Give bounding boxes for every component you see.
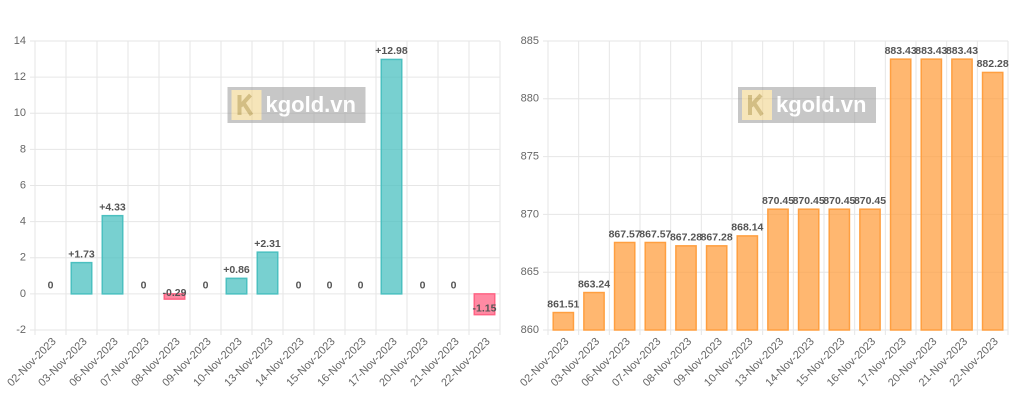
bar: [828, 208, 851, 331]
value-label: 867.57: [639, 228, 671, 240]
value-label: +0.86: [223, 264, 250, 276]
bar: [256, 251, 279, 295]
y-tick-label: 875: [521, 151, 539, 163]
bar: [644, 241, 667, 331]
value-label: 870.45: [823, 195, 855, 207]
bar: [163, 293, 186, 300]
value-label: +2.31: [254, 238, 281, 250]
bar: [675, 245, 697, 331]
value-label: 870.45: [854, 195, 886, 207]
value-label: -1.15: [473, 302, 497, 314]
bar: [859, 208, 881, 331]
value-label: +1.73: [68, 248, 95, 260]
y-tick-label: 0: [20, 288, 26, 300]
value-label: 0: [48, 280, 54, 292]
value-label: 0: [296, 280, 302, 292]
bar: [951, 58, 973, 331]
y-tick-label: 10: [14, 107, 26, 119]
value-label: 883.43: [946, 45, 978, 57]
value-label: +4.33: [99, 201, 126, 213]
y-tick-label: 14: [14, 35, 26, 47]
value-label: 870.45: [793, 195, 825, 207]
value-label: 883.43: [885, 45, 917, 57]
value-label: 0: [141, 280, 147, 292]
bar: [583, 291, 605, 331]
y-tick-label: 860: [521, 324, 539, 336]
bar: [889, 58, 912, 331]
value-label: 867.28: [670, 232, 702, 244]
value-label: 0: [203, 280, 209, 292]
chart: 860865870875880885kgold.vn861.5102-Nov-2…: [518, 35, 1009, 389]
y-tick-label: 2: [20, 252, 26, 264]
bar: [705, 245, 728, 331]
chart: -202468101214kgold.vn002-Nov-2023+1.7303…: [5, 35, 501, 389]
y-tick-label: 4: [20, 216, 26, 228]
y-tick-label: -2: [16, 324, 26, 336]
bar: [613, 241, 636, 331]
bar: [101, 214, 124, 295]
bar: [920, 58, 943, 331]
value-label: 870.45: [762, 195, 794, 207]
y-tick-label: 870: [521, 208, 539, 220]
bar: [225, 277, 248, 295]
watermark-text: kgold.vn: [266, 92, 356, 117]
watermark-logo-k: [237, 93, 254, 117]
y-tick-label: 12: [14, 71, 26, 83]
value-label: 861.51: [547, 298, 579, 310]
bar: [981, 71, 1004, 331]
bar: [473, 293, 496, 316]
watermark: kgold.vn: [738, 87, 876, 123]
value-label: 882.28: [977, 58, 1009, 70]
bar: [767, 208, 789, 331]
value-label: 868.14: [731, 222, 763, 234]
bar: [70, 261, 93, 295]
y-tick-label: 6: [20, 179, 26, 191]
y-tick-label: 880: [521, 93, 539, 105]
bar: [736, 235, 759, 331]
value-label: +12.98: [375, 45, 408, 57]
y-tick-label: 8: [20, 143, 26, 155]
value-label: 867.28: [701, 232, 733, 244]
value-label: 867.57: [609, 228, 641, 240]
value-label: 883.43: [915, 45, 947, 57]
bar: [380, 58, 403, 295]
value-label: 0: [451, 280, 457, 292]
bar: [797, 208, 820, 331]
value-label: 863.24: [578, 278, 610, 290]
y-tick-label: 865: [521, 266, 539, 278]
y-tick-label: 885: [521, 35, 539, 47]
watermark-logo-k: [748, 93, 764, 117]
value-label: 0: [327, 280, 333, 292]
value-label: 0: [358, 280, 364, 292]
value-label: 0: [420, 280, 426, 292]
bar: [552, 311, 575, 331]
value-label: -0.29: [163, 287, 187, 299]
watermark: kgold.vn: [227, 87, 366, 123]
watermark-text: kgold.vn: [776, 92, 866, 117]
